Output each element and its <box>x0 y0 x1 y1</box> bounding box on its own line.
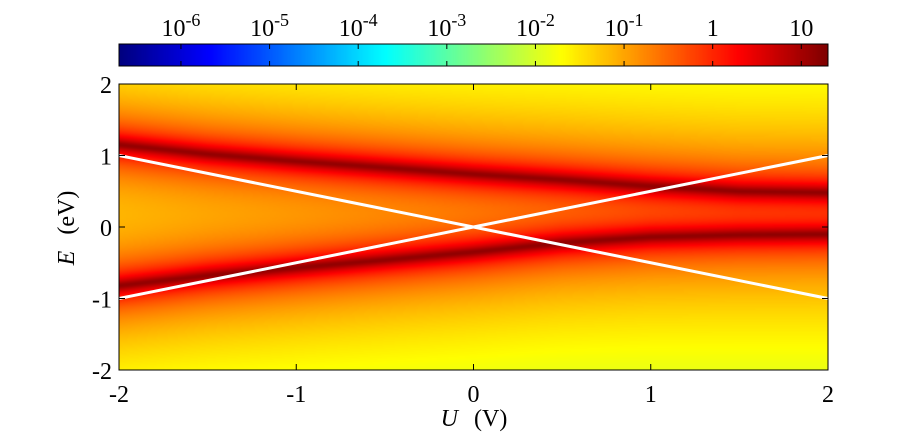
colorbar: 10-6 10-5 10-4 10-3 10-2 10-1 1 10 <box>118 10 829 67</box>
colorbar-tick-base: 10 <box>161 16 185 42</box>
y-axis-label-var: E <box>54 250 80 266</box>
colorbar-tick-exponent: -4 <box>363 10 378 30</box>
colorbar-tick-label: 10-5 <box>250 10 289 42</box>
colorbar-tick-label: 10-4 <box>339 10 378 42</box>
colorbar-ticks: 10-6 10-5 10-4 10-3 10-2 10-1 1 10 <box>161 10 813 66</box>
x-tick-label: 0 <box>468 382 480 408</box>
y-tick-label: -2 <box>92 359 112 385</box>
x-axis-label-unit: (V) <box>474 406 507 432</box>
reference-lines <box>118 154 829 300</box>
colorbar-tick-label: 10-1 <box>605 10 644 42</box>
colorbar-tick-label: 10-6 <box>161 10 200 42</box>
y-tick-label: 1 <box>100 145 112 171</box>
colorbar-tick-label: 1 <box>707 16 719 42</box>
x-tick-label: 2 <box>822 382 834 408</box>
y-tick-label: 0 <box>100 216 112 242</box>
y-axis-label-unit: (eV) <box>54 191 80 235</box>
colorbar-tick-label: 10 <box>789 16 813 42</box>
colorbar-tick-base: 1 <box>707 16 719 42</box>
colorbar-tick-base: 10 <box>789 16 813 42</box>
y-axis-label: E (eV) <box>54 191 80 267</box>
colorbar-tick-exponent: -6 <box>185 10 200 30</box>
x-tick-label: -1 <box>286 382 306 408</box>
colorbar-tick-label: 10-3 <box>427 10 466 42</box>
colorbar-gradient <box>119 44 828 66</box>
x-axis-label-var: U <box>441 406 460 432</box>
reference-line <box>118 154 829 300</box>
y-tick-label: -1 <box>92 288 112 314</box>
colorbar-tick-base: 10 <box>516 16 540 42</box>
colorbar-tick-exponent: -1 <box>629 10 644 30</box>
plot-area: -2 -1 0 1 2 -2 -1 0 1 2 <box>92 73 834 408</box>
colorbar-tick-label: 10-2 <box>516 10 555 42</box>
colorbar-tick-exponent: -3 <box>451 10 466 30</box>
colorbar-tick-exponent: -2 <box>540 10 555 30</box>
y-axis-ticks: -2 -1 0 1 2 <box>92 73 828 385</box>
x-axis-label: U (V) <box>441 406 508 432</box>
x-tick-label: 1 <box>645 382 657 408</box>
colorbar-tick-base: 10 <box>427 16 451 42</box>
x-axis-ticks: -2 -1 0 1 2 <box>109 84 834 408</box>
y-tick-label: 2 <box>100 73 112 99</box>
x-tick-label: -2 <box>109 382 129 408</box>
colorbar-frame <box>118 43 829 67</box>
colorbar-tick-exponent: -5 <box>274 10 289 30</box>
colorbar-tick-base: 10 <box>605 16 629 42</box>
colorbar-tick-base: 10 <box>339 16 363 42</box>
colorbar-tick-base: 10 <box>250 16 274 42</box>
